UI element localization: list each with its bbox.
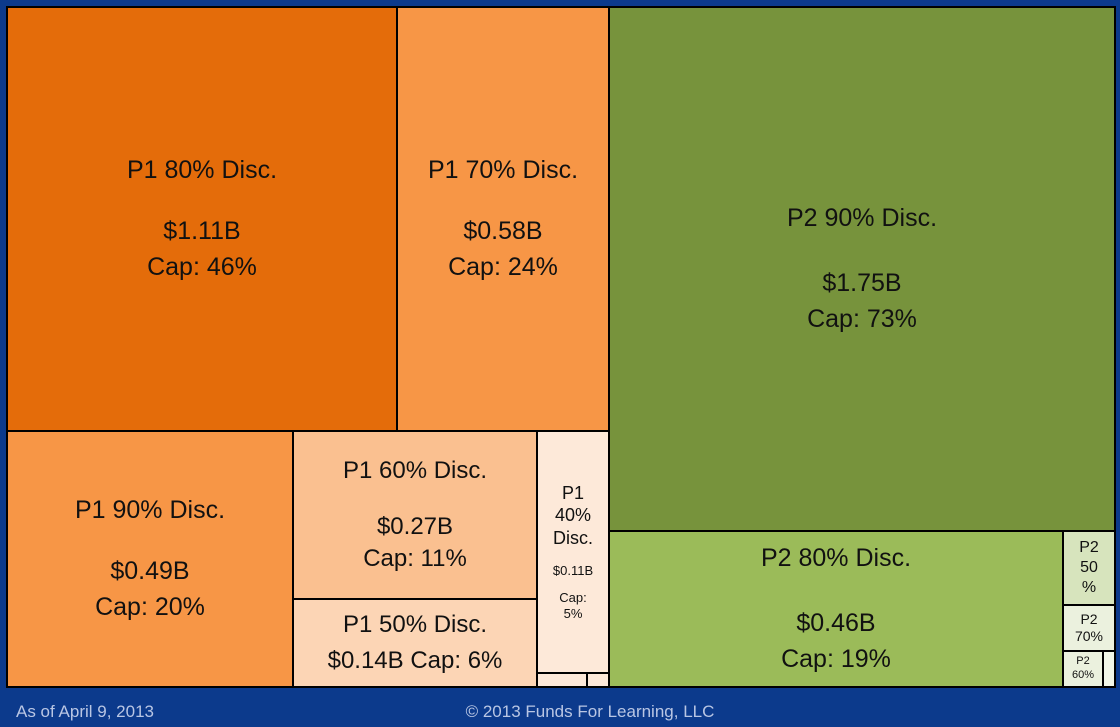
tile-cap: Cap: 6%: [403, 647, 503, 674]
tile-p1-80: P1 80% Disc. $1.11B Cap: 46%: [6, 6, 398, 432]
tile-label: P2 60%: [1071, 655, 1095, 681]
tile-p1-60: P1 60% Disc. $0.27B Cap: 11%: [292, 430, 538, 600]
tile-cap: Cap: 24%: [448, 252, 558, 281]
tile-p2-50: P2 50 %: [1062, 530, 1116, 606]
tile-p1-40: P1 40% Disc. $0.11B Cap: 5%: [536, 430, 610, 674]
tile-label: P2 70%: [1074, 610, 1104, 645]
tile-label: P2 90% Disc.: [786, 204, 938, 233]
tile-label: P1 90% Disc.: [74, 496, 226, 525]
tile-label: P1 70% Disc.: [427, 156, 579, 185]
tile-label: P2 80% Disc.: [760, 544, 912, 573]
tile-value: $0.46B: [796, 609, 876, 638]
tile-label: P1 60% Disc.: [342, 457, 488, 484]
tile-value: $1.75B: [822, 269, 902, 298]
copyright-notice: © 2013 Funds For Learning, LLC: [465, 702, 715, 721]
tile-p2-80: P2 80% Disc. $0.46B Cap: 19%: [608, 530, 1064, 688]
tile-p2-70: P2 70%: [1062, 604, 1116, 652]
tile-label: P2 50 %: [1079, 539, 1099, 596]
tile-label: P1 50% Disc.: [342, 611, 488, 638]
tile-p2-60: P2 60%: [1062, 650, 1104, 688]
tile-p1-tiny-a: [536, 672, 588, 688]
tile-p1-90: P1 90% Disc. $0.49B Cap: 20%: [6, 430, 294, 688]
tile-cap: Cap: 11%: [363, 545, 467, 572]
tile-value: $0.14B: [327, 647, 404, 674]
as-of-date: As of April 9, 2013: [16, 702, 154, 721]
tile-cap: Cap: 46%: [147, 252, 257, 281]
tile-value: $0.58B: [463, 217, 543, 246]
tile-label: P1 80% Disc.: [126, 156, 278, 185]
treemap: P1 80% Disc. $1.11B Cap: 46% P1 70% Disc. $0…: [6, 6, 1116, 688]
tile-p2-tiny: [1102, 650, 1116, 688]
tile-label: P1 40% Disc.: [553, 482, 593, 548]
tile-value-cap: $0.14B Cap: 6%: [328, 646, 503, 676]
tile-p1-70: P1 70% Disc. $0.58B Cap: 24%: [396, 6, 610, 432]
tile-cap: Cap: 19%: [781, 644, 891, 673]
tile-value: $0.27B: [376, 513, 454, 540]
tile-p1-50: P1 50% Disc. $0.14B Cap: 6%: [292, 598, 538, 688]
tile-p1-tiny-b: [586, 672, 610, 688]
tile-cap: Cap: 5%: [559, 589, 587, 621]
tile-cap: Cap: 73%: [807, 304, 917, 333]
tile-value: $0.11B: [552, 563, 594, 579]
tile-value: $0.49B: [110, 557, 190, 586]
tile-value: $1.11B: [163, 217, 241, 246]
tile-cap: Cap: 20%: [95, 592, 205, 621]
tile-p2-90: P2 90% Disc. $1.75B Cap: 73%: [608, 6, 1116, 532]
